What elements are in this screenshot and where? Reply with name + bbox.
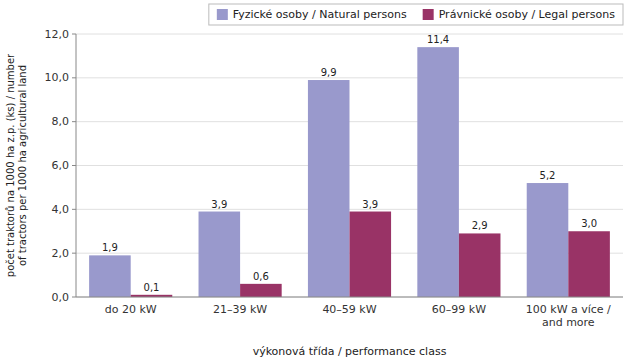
grid-line	[76, 34, 623, 35]
y-tick-label: 10,0	[45, 71, 70, 84]
bar	[89, 255, 131, 297]
data-label: 0,6	[253, 271, 269, 282]
y-tick-label: 12,0	[45, 28, 70, 41]
y-tick-label: 0,0	[52, 291, 70, 304]
text-line: 60–99 kW	[432, 303, 486, 316]
y-tick-label: 2,0	[52, 247, 70, 260]
legend-swatch	[423, 9, 434, 20]
bar	[527, 183, 569, 297]
text-line: 100 kW a více /	[526, 303, 611, 316]
legend-label: Právnické osoby / Legal persons	[439, 8, 616, 21]
data-label: 1,9	[102, 242, 118, 253]
bar	[417, 47, 459, 297]
data-label: 9,9	[321, 67, 337, 78]
x-tick-label: 40–59 kW	[322, 303, 376, 316]
tick-mark	[72, 77, 76, 78]
bar	[240, 284, 282, 297]
data-label: 3,9	[362, 199, 378, 210]
grid-line	[76, 297, 623, 298]
x-axis-line	[76, 297, 623, 298]
text-line: and more	[542, 316, 595, 329]
data-label: 2,9	[472, 220, 488, 231]
legend: Fyzické osoby / Natural persons Právnické…	[209, 4, 623, 25]
bar	[199, 212, 241, 297]
y-axis-line	[76, 34, 77, 297]
plot-area	[76, 34, 623, 297]
text-line: 40–59 kW	[322, 303, 376, 316]
y-tick-label: 4,0	[52, 203, 70, 216]
tick-mark	[72, 121, 76, 122]
data-label: 0,1	[144, 282, 160, 293]
data-label: 5,2	[540, 170, 556, 181]
bar	[350, 212, 392, 297]
x-tick-label: 21–39 kW	[213, 303, 267, 316]
legend-frame	[209, 4, 623, 25]
tick-mark	[72, 165, 76, 166]
x-axis-label: výkonová třída / performance class	[253, 345, 447, 358]
legend-swatch	[217, 9, 228, 20]
x-tick-label: do 20 kW	[105, 303, 157, 316]
data-label: 3,0	[581, 218, 597, 229]
tick-mark	[72, 297, 76, 298]
bar	[308, 80, 350, 297]
x-tick-label: 60–99 kW	[432, 303, 486, 316]
text-line: 21–39 kW	[213, 303, 267, 316]
tick-mark	[72, 253, 76, 254]
bar	[459, 233, 501, 297]
x-tick-label: 100 kW a více /and more	[526, 303, 611, 329]
data-label: 3,9	[211, 199, 227, 210]
data-labels: 1,9 3,9 9,9 11,4 5,2 0,1 0,6 3,9 2,9 3,0	[102, 34, 597, 293]
tick-mark	[72, 34, 76, 35]
text-line: of tractors per 1000 ha agricultural lan…	[17, 65, 28, 266]
bars	[89, 47, 610, 297]
tick-mark	[72, 209, 76, 210]
text-line: do 20 kW	[105, 303, 157, 316]
data-label: 11,4	[427, 34, 449, 45]
legend-label: Fyzické osoby / Natural persons	[233, 8, 407, 21]
y-tick-label: 6,0	[52, 159, 70, 172]
y-axis-label: počet traktorů na 1000 ha z.p. (ks) / nu…	[5, 53, 28, 277]
grid-line	[76, 77, 623, 78]
y-tick-label: 8,0	[52, 115, 70, 128]
bar	[568, 231, 610, 297]
text-line: počet traktorů na 1000 ha z.p. (ks) / nu…	[5, 53, 16, 277]
chart: 0,0 2,0 4,0 6,0 8,0 10,0 12,0 1,9 3,9 9,9 11,4 5,2 0…	[0, 0, 635, 361]
